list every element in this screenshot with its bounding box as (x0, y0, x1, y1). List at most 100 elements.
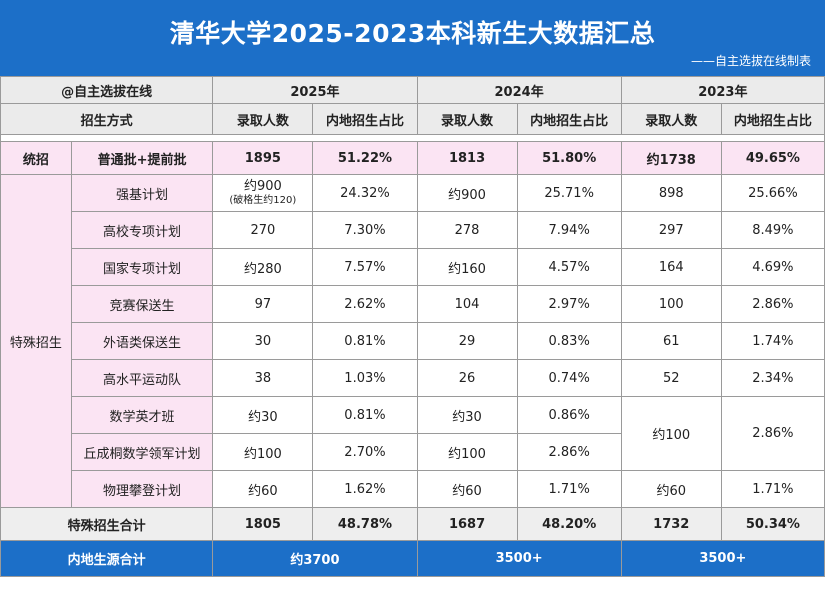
spacer-cell (0, 134, 825, 142)
ratio-header-2023: 内地招生占比 (720, 103, 825, 135)
count-2025: 97 (212, 285, 314, 323)
ratio-2023: 49.65% (720, 141, 825, 175)
plan-name: 外语类保送生 (70, 322, 214, 360)
ratio-2025: 2.62% (312, 285, 418, 323)
category-cell: 特殊招生 (0, 174, 72, 508)
count-2024: 104 (416, 285, 518, 323)
regular-admission-row: 统招 普通批+提前批 1895 51.22% 1813 51.80% 约1738… (0, 141, 825, 175)
source-label: @自主选拔在线 (0, 76, 214, 104)
count-2023: 297 (620, 211, 722, 249)
count-2023: 约1738 (620, 141, 722, 175)
grand-total-2023: 3500+ (620, 540, 825, 577)
year-2025-header: 2025年 (212, 76, 418, 104)
count-2024: 约160 (416, 248, 518, 286)
credit-text: ——自主选拔在线制表 (690, 54, 811, 68)
count-2023: 100 (620, 285, 722, 323)
count-2025: 1805 (212, 507, 314, 541)
ratio-2024: 2.86% (516, 433, 622, 471)
ratio-2025: 0.81% (312, 322, 418, 360)
year-2023-header: 2023年 (620, 76, 825, 104)
ratio-2023: 1.74% (720, 322, 825, 360)
count-2023: 898 (620, 174, 722, 212)
count-2025: 30 (212, 322, 314, 360)
count-value: 约900 (243, 179, 282, 195)
plan-name: 高校专项计划 (70, 211, 214, 249)
ratio-header-2024: 内地招生占比 (516, 103, 622, 135)
year-2024-header: 2024年 (416, 76, 622, 104)
ratio-2025: 1.62% (312, 470, 418, 508)
table-row: 物理攀登计划 约60 1.62% 约60 1.71% 约60 1.71% (1, 470, 825, 508)
plan-name: 国家专项计划 (70, 248, 214, 286)
table-row: 国家专项计划 约280 7.57% 约160 4.57% 164 4.69% (1, 248, 825, 286)
table-row: 特殊招生 强基计划 约900 (破格生约120) 24.32% 约900 25.… (0, 174, 825, 508)
count-2025: 270 (212, 211, 314, 249)
count-2024: 约900 (416, 174, 518, 212)
method-header: 招生方式 (0, 103, 214, 135)
plan-name: 数学英才班 (70, 396, 214, 434)
count-2025: 1895 (212, 141, 314, 175)
count-2024: 278 (416, 211, 518, 249)
ratio-2025: 0.81% (312, 396, 418, 434)
ratio-2023: 50.34% (720, 507, 825, 541)
ratio-2025: 51.22% (312, 141, 418, 175)
plan-name: 高水平运动队 (70, 359, 214, 397)
special-total-label: 特殊招生合计 (0, 507, 214, 541)
count-2024: 1687 (416, 507, 518, 541)
count-2023: 1732 (620, 507, 722, 541)
count-header-2023: 录取人数 (620, 103, 722, 135)
count-2025: 约100 (212, 433, 314, 471)
ratio-2025: 2.70% (312, 433, 418, 471)
table-row: 外语类保送生 30 0.81% 29 0.83% 61 1.74% (1, 322, 825, 360)
count-2024: 1813 (416, 141, 518, 175)
grand-total-2025: 约3700 (212, 540, 418, 577)
grand-total-row: 内地生源合计 约3700 3500+ 3500+ (0, 540, 825, 577)
count-2025: 约900 (破格生约120) (212, 174, 314, 212)
header-row-years: @自主选拔在线 2025年 2024年 2023年 (0, 76, 825, 104)
ratio-2023: 8.49% (720, 211, 825, 249)
ratio-2024: 0.83% (516, 322, 622, 360)
ratio-2025: 7.57% (312, 248, 418, 286)
merged-count-2023: 约100 (620, 396, 722, 471)
table-row: 数学英才班 约30 0.81% 约30 0.86% 约100 2.86% (1, 396, 825, 471)
count-2024: 约60 (416, 470, 518, 508)
ratio-2025: 48.78% (312, 507, 418, 541)
count-header-2025: 录取人数 (212, 103, 314, 135)
ratio-2024: 51.80% (516, 141, 622, 175)
ratio-header-2025: 内地招生占比 (312, 103, 418, 135)
count-2023: 164 (620, 248, 722, 286)
count-2025: 约30 (212, 396, 314, 434)
spacer-row (0, 134, 825, 142)
ratio-2024: 4.57% (516, 248, 622, 286)
title-banner: 清华大学2025-2023本科新生大数据汇总 ——自主选拔在线制表 (0, 0, 825, 76)
ratio-2024: 7.94% (516, 211, 622, 249)
table-row: 高水平运动队 38 1.03% 26 0.74% 52 2.34% (1, 359, 825, 397)
ratio-2024: 1.71% (516, 470, 622, 508)
table-row: 丘成桐数学领军计划 约100 2.70% 约100 2.86% (1, 433, 825, 471)
ratio-2025: 7.30% (312, 211, 418, 249)
ratio-2024: 25.71% (516, 174, 622, 212)
ratio-2024: 2.97% (516, 285, 622, 323)
count-2024: 26 (416, 359, 518, 397)
ratio-2023: 4.69% (720, 248, 825, 286)
grand-total-2024: 3500+ (416, 540, 622, 577)
header-row-columns: 招生方式 录取人数 内地招生占比 录取人数 内地招生占比 录取人数 内地招生占比 (0, 103, 825, 135)
ratio-2025: 24.32% (312, 174, 418, 212)
ratio-2023: 2.34% (720, 359, 825, 397)
count-2023: 约60 (620, 470, 722, 508)
count-header-2024: 录取人数 (416, 103, 518, 135)
category-cell: 统招 (0, 141, 72, 175)
count-2024: 约100 (416, 433, 518, 471)
page-title: 清华大学2025-2023本科新生大数据汇总 (169, 19, 656, 48)
ratio-2025: 1.03% (312, 359, 418, 397)
grand-total-label: 内地生源合计 (0, 540, 214, 577)
count-2025: 约60 (212, 470, 314, 508)
plan-name: 丘成桐数学领军计划 (70, 433, 214, 471)
plan-name: 物理攀登计划 (70, 470, 214, 508)
ratio-2024: 0.86% (516, 396, 622, 434)
ratio-2023: 2.86% (720, 285, 825, 323)
count-2025: 38 (212, 359, 314, 397)
table-row: 竞赛保送生 97 2.62% 104 2.97% 100 2.86% (1, 285, 825, 323)
count-2025: 约280 (212, 248, 314, 286)
count-2023: 61 (620, 322, 722, 360)
count-2024: 约30 (416, 396, 518, 434)
